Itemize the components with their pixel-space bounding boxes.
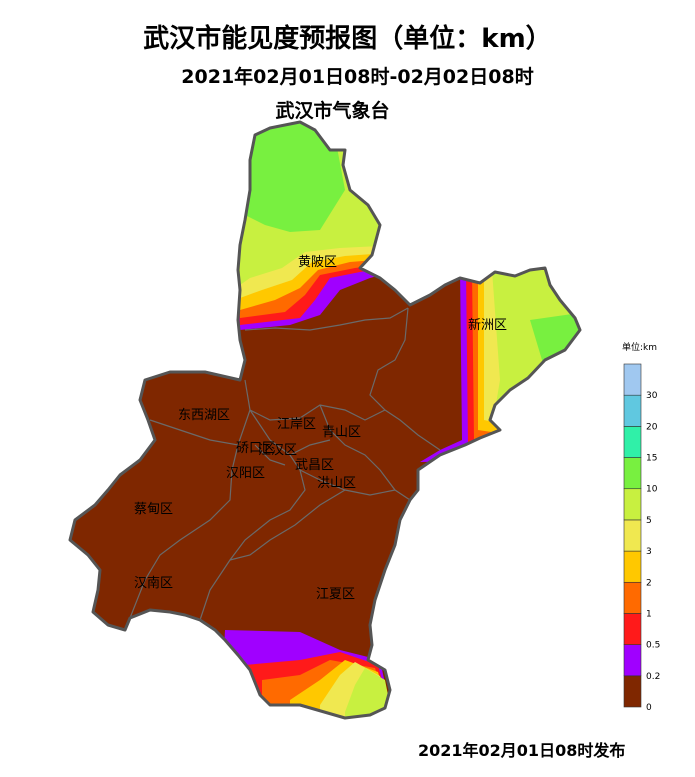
legend-tick-label: 5 <box>646 516 652 526</box>
label-caidian: 蔡甸区 <box>134 502 173 517</box>
label-qiaokou: 硚口区 <box>236 441 275 456</box>
legend-tick-label: 0.2 <box>646 672 660 682</box>
legend-swatch <box>623 581 642 614</box>
legend-tick-label: 3 <box>646 547 652 557</box>
legend-swatch <box>623 363 642 396</box>
label-xinzhou: 新洲区 <box>468 317 507 333</box>
city-boundary <box>68 120 582 720</box>
label-qingshan: 青山区 <box>322 425 361 440</box>
legend-tick-label: 2 <box>646 578 652 588</box>
legend-tick-label: 30 <box>646 391 658 401</box>
visibility-fill <box>70 122 580 718</box>
issuing-agency: 武汉市气象台 <box>275 100 390 122</box>
legend-swatch <box>623 519 642 552</box>
issue-time: 2021年02月01日08时发布 <box>418 741 626 760</box>
legend: 单位:km 0 0.2 0.5 1 2 3 5 10 15 20 30 <box>622 341 660 713</box>
legend-swatch <box>623 644 642 677</box>
legend-swatch <box>623 394 642 427</box>
fill-east-10-15 <box>530 310 580 370</box>
legend-tick-label: 15 <box>646 454 657 464</box>
legend-swatch <box>623 675 642 708</box>
label-jiangxia: 江夏区 <box>316 587 355 602</box>
district-boundaries <box>129 307 441 621</box>
legend-tick-label: 0.5 <box>646 641 660 651</box>
forecast-period: 2021年02月01日08时-02月02日08时 <box>181 66 534 88</box>
label-jiangan: 江岸区 <box>277 417 316 432</box>
label-dongxihu: 东西湖区 <box>178 408 230 423</box>
map-title: 武汉市能见度预报图（单位：km） <box>143 24 552 54</box>
legend-tick-label: 10 <box>646 485 658 495</box>
label-huangpi: 黄陂区 <box>298 254 337 270</box>
district-labels: 黄陂区 新洲区 东西湖区 江岸区 青山区 硚口区 江汉区 汉阳区 武昌区 洪山区… <box>134 254 507 602</box>
legend-tick-label: 20 <box>646 422 658 432</box>
legend-tick-label: 0 <box>646 703 652 713</box>
legend-swatch <box>623 426 642 458</box>
legend-tick-label: 1 <box>646 609 652 619</box>
label-jianghan: 江汉区 <box>258 443 297 458</box>
legend-swatch <box>623 488 642 521</box>
fill-north-10-15 <box>230 122 345 232</box>
legend-swatch <box>623 457 642 490</box>
legend-swatch <box>623 550 642 583</box>
label-wuchang: 武昌区 <box>295 458 334 473</box>
label-hannan: 汉南区 <box>134 575 173 591</box>
label-hanyang: 汉阳区 <box>226 466 265 481</box>
legend-swatch <box>623 613 642 645</box>
legend-title: 单位:km <box>622 341 657 353</box>
label-hongshan: 洪山区 <box>317 476 356 491</box>
